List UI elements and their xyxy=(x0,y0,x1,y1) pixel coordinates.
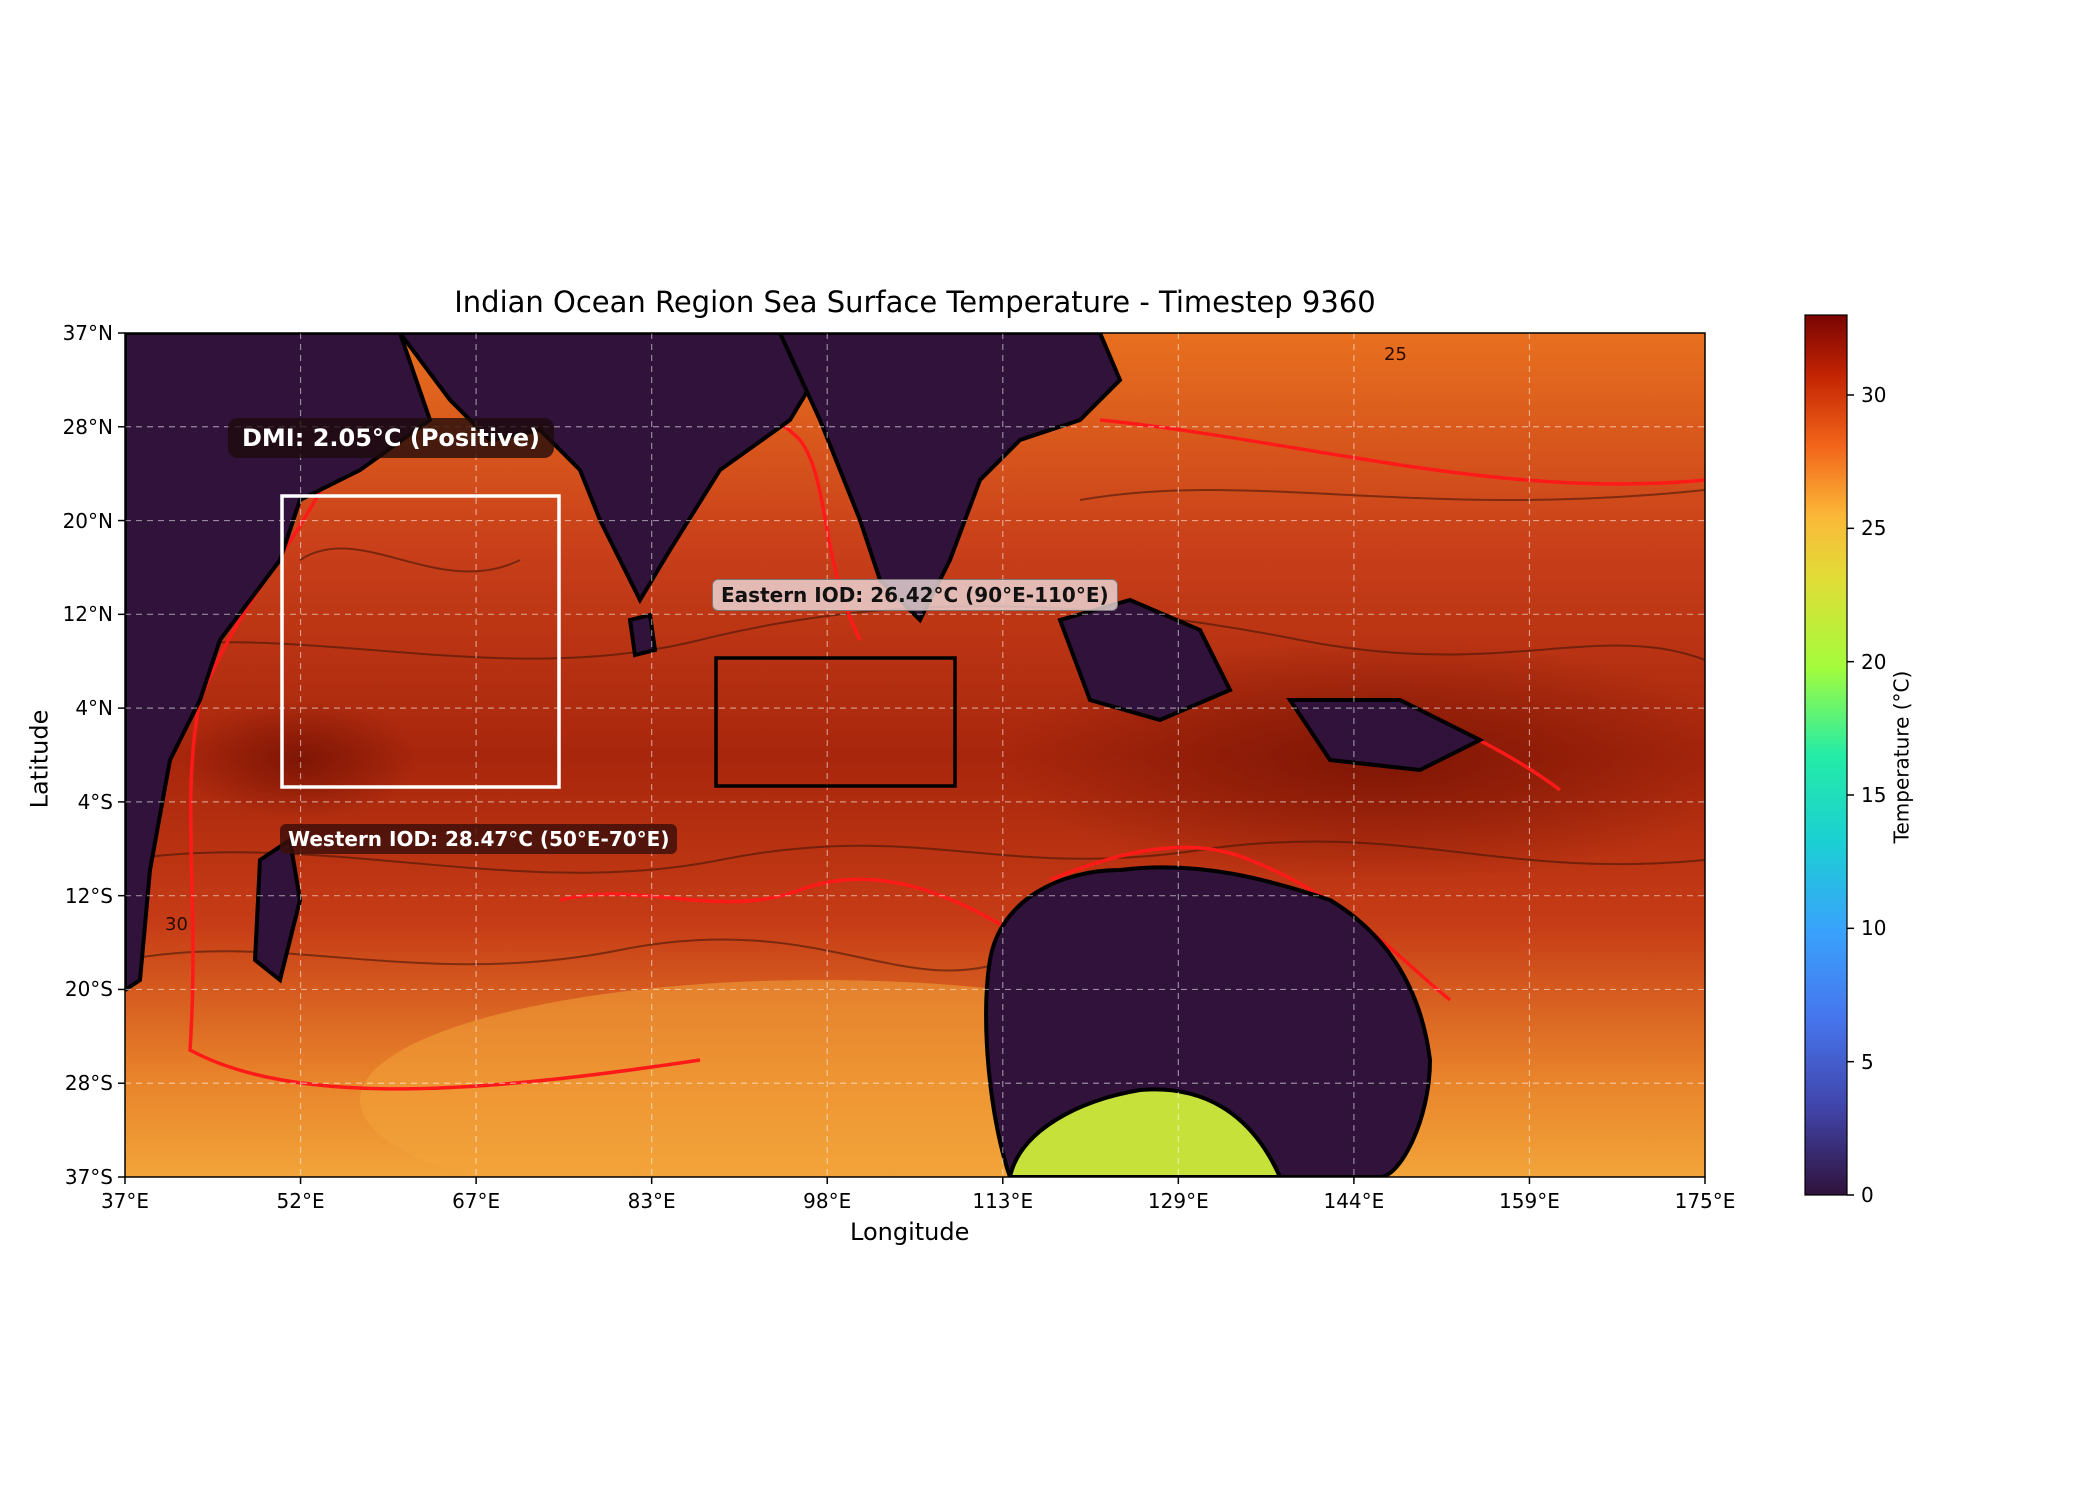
tick-marks xyxy=(118,332,1706,1184)
contour-label-25: 25 xyxy=(1384,344,1407,365)
x-tick-label: 37°E xyxy=(100,1189,150,1213)
landmasses xyxy=(125,333,1485,1177)
y-tick-label: 20°S xyxy=(64,977,113,1002)
contour-label-30: 30 xyxy=(165,914,188,935)
y-tick-label: 28°S xyxy=(64,1071,113,1096)
x-tick-label: 98°E xyxy=(803,1189,852,1213)
colorbar-tick-label: 20 xyxy=(1861,649,1887,674)
land-sri-lanka xyxy=(627,612,658,658)
dmi-annotation: DMI: 2.05°C (Positive) xyxy=(228,418,555,458)
x-tick-label: 175°E xyxy=(1674,1189,1736,1213)
gridlines xyxy=(125,333,1705,1177)
western-iod-annotation: Western IOD: 28.47°C (50°E-70°E) xyxy=(280,824,678,854)
land-asia xyxy=(777,333,1123,624)
colorbar-tick-label: 0 xyxy=(1861,1183,1874,1207)
x-tick-label: 52°E xyxy=(276,1189,325,1213)
colorbar-tick-label: 25 xyxy=(1861,516,1887,541)
y-tick-label: 37°S xyxy=(64,1165,113,1189)
colorbar-tick-label: 15 xyxy=(1861,783,1887,807)
colorbar xyxy=(1804,314,1848,1196)
plot-frame xyxy=(124,332,1706,1178)
colorbar-label: Temperature (°C) xyxy=(1889,670,1914,844)
y-tick-label: 12°N xyxy=(62,602,113,627)
y-tick-label: 37°N xyxy=(62,321,113,345)
y-tick-label: 4°S xyxy=(77,789,113,814)
land-borneo xyxy=(1057,597,1233,723)
colorbar-tick-label: 10 xyxy=(1861,916,1887,941)
y-tick-label: 20°N xyxy=(62,508,113,533)
x-tick-label: 144°E xyxy=(1323,1189,1385,1213)
x-tick-label: 129°E xyxy=(1147,1189,1209,1213)
colorbar-tick-label: 5 xyxy=(1861,1049,1874,1074)
cold-water-south xyxy=(1007,1087,1283,1177)
x-axis-label: Longitude xyxy=(850,1218,970,1246)
y-tick-label: 12°S xyxy=(64,883,113,908)
eastern-iod-box xyxy=(714,656,957,788)
chart-title: Indian Ocean Region Sea Surface Temperat… xyxy=(454,285,1376,319)
warm-pool-west xyxy=(180,700,420,820)
x-tick-label: 113°E xyxy=(972,1189,1034,1213)
land-new-guinea xyxy=(1286,698,1485,773)
y-tick-label: 4°N xyxy=(75,696,113,721)
western-iod-box xyxy=(280,494,561,789)
y-tick-label: 28°N xyxy=(62,414,113,439)
eastern-iod-annotation: Eastern IOD: 26.42°C (90°E-110°E) xyxy=(712,579,1118,611)
x-tick-label: 83°E xyxy=(627,1189,676,1213)
colorbar-tick-label: 30 xyxy=(1861,383,1887,407)
x-tick-label: 67°E xyxy=(452,1189,501,1213)
x-tick-label: 159°E xyxy=(1499,1189,1560,1213)
map-layers: 30 25 xyxy=(125,333,1705,1177)
colorbar-tick-marks xyxy=(1847,394,1854,1196)
y-axis-label: Latitude xyxy=(25,709,54,809)
